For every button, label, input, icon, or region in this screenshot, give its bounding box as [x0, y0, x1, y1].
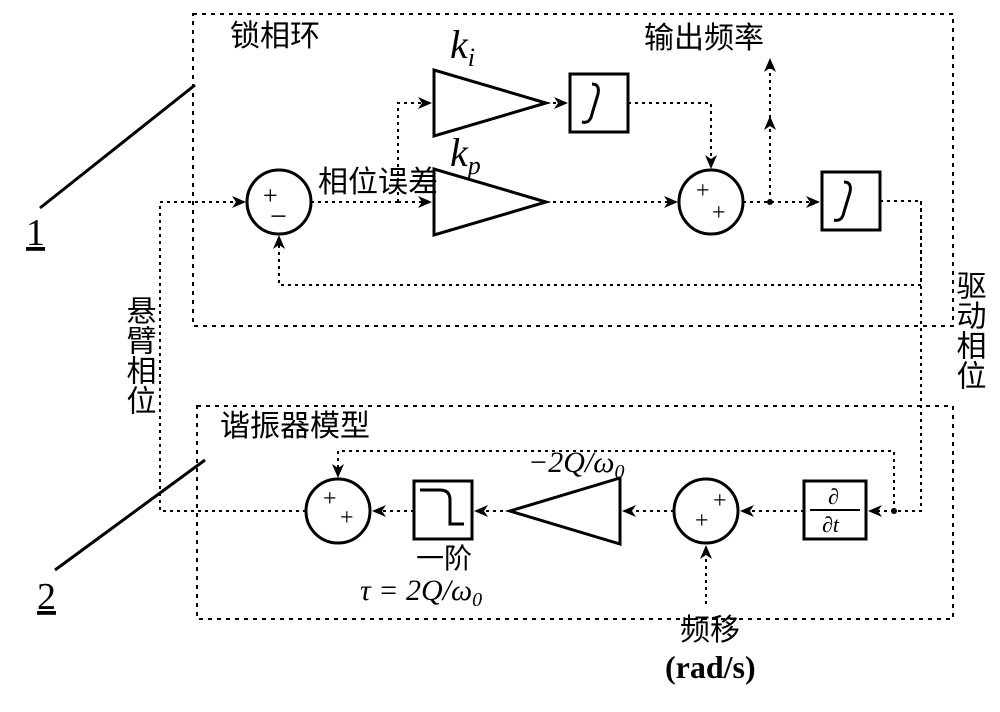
gain-kp — [434, 169, 546, 235]
callout-1-line — [40, 85, 195, 208]
ki-label: ki — [450, 22, 475, 72]
svg-text:+: + — [323, 486, 337, 512]
callout-2-text: 2 — [37, 576, 56, 618]
svg-text:+: + — [696, 178, 710, 204]
kp-label: kp — [450, 130, 481, 180]
integrator-ki — [570, 74, 628, 132]
drive-phase-label: 驱动相位 — [952, 270, 987, 390]
svg-text:+: + — [712, 200, 726, 226]
deriv-top: ∂ — [828, 484, 839, 509]
diagram-canvas: 锁相环 1 + − ki kp + + 输出频率 相位误差 驱动相位 — [0, 0, 1000, 712]
pll-container — [193, 14, 953, 326]
gain-2q — [510, 478, 620, 544]
cantilever-phase-label: 悬臂相位 — [122, 295, 157, 415]
sum-cantilever — [306, 479, 370, 543]
phase-error-label: 相位误差 — [318, 166, 438, 199]
svg-text:+: + — [695, 508, 709, 534]
svg-text:+: + — [713, 488, 727, 514]
svg-text:驱动相位: 驱动相位 — [952, 270, 987, 390]
integrator-out — [822, 172, 880, 230]
pll-title: 锁相环 — [230, 20, 320, 53]
callout-2-line — [55, 460, 205, 570]
first-order-label: 一阶 — [416, 543, 472, 575]
svg-text:+: + — [340, 505, 354, 531]
freq-shift-label: 频移 — [680, 614, 740, 647]
callout-1-text: 1 — [26, 212, 45, 254]
deriv-bottom: ∂t — [822, 512, 840, 537]
svg-text:悬臂相位: 悬臂相位 — [122, 295, 157, 415]
tau-label: τ = 2Q/ω0 — [360, 574, 482, 611]
resonator-title: 谐振器模型 — [220, 410, 370, 443]
gain-ki — [434, 70, 546, 136]
rads-label: (rad/s) — [665, 649, 756, 685]
svg-text:−: − — [270, 200, 287, 233]
output-freq-label: 输出频率 — [644, 22, 764, 55]
sum-frequency — [679, 170, 743, 234]
